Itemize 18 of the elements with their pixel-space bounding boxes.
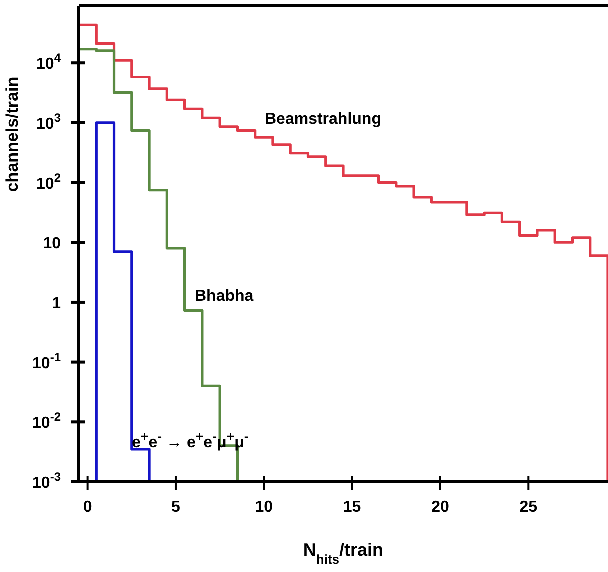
y-tick-label: 10$^{-1}$ xyxy=(32,350,62,372)
y-tick-label: 10$^{-3}$ xyxy=(32,470,62,492)
x-tick-label: 15 xyxy=(343,499,362,516)
y-tick-label: 10$^{3}$ xyxy=(36,110,62,133)
x-tick-label: 20 xyxy=(432,499,450,516)
annotation: Beamstrahlung xyxy=(265,110,382,130)
x-tick-label: 25 xyxy=(520,499,538,516)
x-tick-label: 0 xyxy=(83,499,92,516)
y-tick-label: 10$^{-2}$ xyxy=(32,410,62,432)
y-tick-label: 10 xyxy=(43,236,62,253)
y-tick-label: 1 xyxy=(52,295,62,312)
y-tick-label: 10$^{4}$ xyxy=(36,51,62,74)
x-tick-label: 10 xyxy=(255,499,274,516)
x-axis-title: N$_{hits}$/train xyxy=(303,540,384,566)
annotation: Bhabha xyxy=(195,287,254,307)
x-tick-label: 5 xyxy=(172,499,181,516)
y-tick-label: 10$^{2}$ xyxy=(36,170,62,193)
y-axis-title: channels/train xyxy=(3,76,22,192)
